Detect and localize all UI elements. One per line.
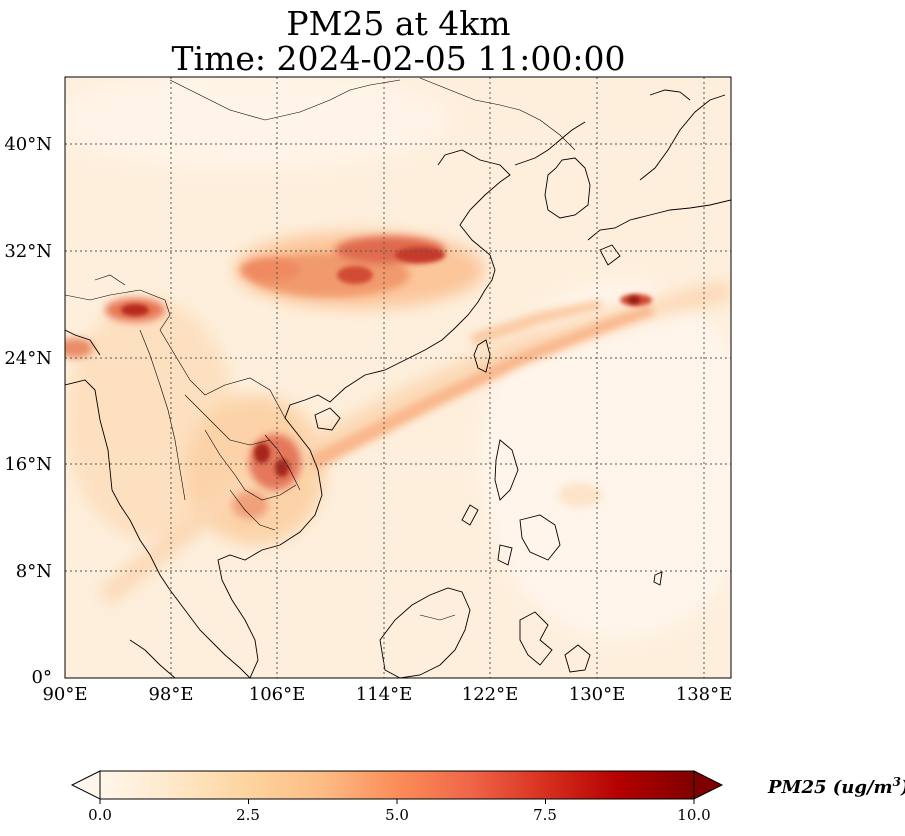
colorbar-label-close: ) — [901, 777, 905, 798]
colorbar-tick-0: 0.0 — [88, 806, 112, 824]
lon-tick-138e: 138°E — [675, 684, 733, 705]
colorbar-label-exponent: 3 — [892, 775, 901, 789]
colorbar-label-text: PM25 (ug/m — [768, 777, 893, 798]
lon-tick-90e: 90°E — [42, 684, 88, 705]
colorbar-tick-7-5: 7.5 — [533, 806, 557, 824]
lat-tick-32n: 32°N — [4, 241, 52, 262]
lat-tick-8n: 8°N — [15, 561, 52, 582]
lon-tick-114e: 114°E — [355, 684, 413, 705]
map-frame — [64, 76, 732, 679]
colorbar-tick-10: 10.0 — [677, 806, 711, 824]
lat-tick-0: 0° — [31, 667, 52, 688]
lat-tick-40n: 40°N — [4, 134, 52, 155]
map-title: PM25 at 4km — [286, 4, 511, 43]
colorbar-tick-5: 5.0 — [385, 806, 409, 824]
lon-tick-130e: 130°E — [568, 684, 626, 705]
pm25-field — [65, 77, 731, 678]
country-borders — [65, 77, 576, 621]
lat-tick-16n: 16°N — [4, 454, 52, 475]
lat-tick-24n: 24°N — [4, 348, 52, 369]
lon-tick-106e: 106°E — [248, 684, 306, 705]
colorbar-tick-2-5: 2.5 — [236, 806, 260, 824]
lon-tick-122e: 122°E — [461, 684, 519, 705]
map-time: Time: 2024-02-05 11:00:00 — [171, 39, 626, 78]
lon-tick-98e: 98°E — [148, 684, 194, 705]
colorbar-max-extend — [693, 770, 724, 800]
gridlines — [65, 77, 731, 678]
colorbar-label: PM25 (ug/m3) — [768, 775, 905, 798]
colorbar — [70, 770, 724, 804]
colorbar-min-extend — [70, 770, 101, 800]
